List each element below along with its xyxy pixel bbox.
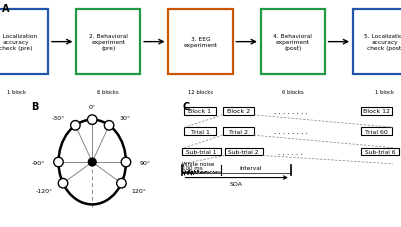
Text: 120°: 120° [132, 189, 146, 194]
FancyBboxPatch shape [76, 10, 140, 75]
Text: A: A [2, 4, 10, 14]
Text: 5. Localization
accuracy
check (post): 5. Localization accuracy check (post) [364, 34, 401, 51]
Text: Block 1: Block 1 [188, 109, 211, 114]
FancyBboxPatch shape [168, 10, 233, 75]
Text: Sub-trial 6: Sub-trial 6 [365, 149, 395, 154]
Text: 30°: 30° [119, 116, 130, 121]
Circle shape [71, 121, 80, 131]
Text: B: B [31, 101, 38, 111]
Text: -90°: -90° [31, 160, 45, 165]
Text: 3. EEG
experiment: 3. EEG experiment [184, 37, 217, 48]
Text: Trial 2: Trial 2 [229, 129, 247, 134]
Text: C: C [182, 102, 190, 112]
Text: -30°: -30° [52, 116, 65, 121]
Text: 1 block: 1 block [375, 90, 395, 95]
Text: 1 block: 1 block [6, 90, 26, 95]
Text: Block 2: Block 2 [227, 109, 250, 114]
Text: 90°: 90° [140, 160, 151, 165]
Text: . . . . . . . .: . . . . . . . . [274, 109, 308, 114]
Circle shape [58, 179, 68, 188]
Text: 2. Behavioral
experiment
(pre): 2. Behavioral experiment (pre) [89, 34, 128, 51]
Circle shape [104, 121, 114, 131]
FancyBboxPatch shape [184, 108, 216, 115]
Text: 6 blocks: 6 blocks [97, 90, 119, 95]
Text: 100 ms: 100 ms [182, 166, 203, 171]
Text: Trial 60: Trial 60 [365, 129, 388, 134]
FancyBboxPatch shape [225, 148, 263, 156]
Text: Interval: Interval [239, 166, 262, 171]
Text: Sub-trial 2: Sub-trial 2 [228, 149, 259, 154]
Text: Trial 1: Trial 1 [190, 129, 209, 134]
FancyBboxPatch shape [223, 108, 254, 115]
Text: White noise: White noise [182, 161, 215, 166]
Circle shape [87, 115, 97, 125]
Text: 6 blocks: 6 blocks [282, 90, 304, 95]
FancyBboxPatch shape [182, 148, 221, 156]
Text: Sub-trial 1: Sub-trial 1 [186, 149, 217, 154]
Text: . . . . . . . .: . . . . . . . . [274, 129, 308, 135]
FancyBboxPatch shape [353, 10, 401, 75]
FancyBboxPatch shape [361, 148, 399, 156]
Circle shape [54, 158, 63, 167]
Circle shape [117, 179, 126, 188]
Text: 0°: 0° [89, 104, 96, 109]
Text: 12 blocks: 12 blocks [188, 90, 213, 95]
FancyBboxPatch shape [361, 128, 392, 136]
FancyBboxPatch shape [261, 10, 325, 75]
FancyBboxPatch shape [184, 128, 216, 136]
FancyBboxPatch shape [0, 10, 48, 75]
Text: 4. Behavioral
experiment
(post): 4. Behavioral experiment (post) [273, 34, 312, 51]
Text: SOA: SOA [230, 181, 243, 186]
Text: . . . . . .: . . . . . . [278, 149, 303, 155]
FancyBboxPatch shape [223, 128, 254, 136]
Text: Block 12: Block 12 [363, 109, 390, 114]
Text: -120°: -120° [36, 189, 53, 194]
Circle shape [121, 158, 131, 167]
Circle shape [88, 158, 96, 166]
Text: 1. Localization
accuracy
check (pre): 1. Localization accuracy check (pre) [0, 34, 37, 51]
FancyBboxPatch shape [361, 108, 392, 115]
